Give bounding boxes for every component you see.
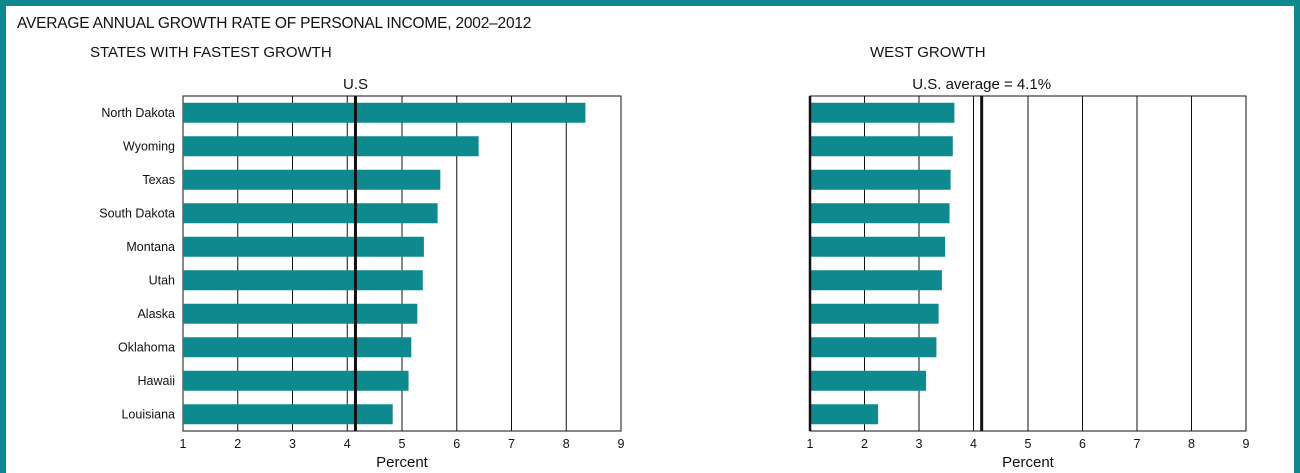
right-x-tick-label: 6 bbox=[1079, 437, 1086, 451]
right-bar-9 bbox=[810, 404, 879, 425]
right-x-tick-label: 1 bbox=[807, 437, 814, 451]
left-chart-subtitle: STATES WITH FASTEST GROWTH bbox=[90, 44, 332, 61]
left-x-tick-label: 2 bbox=[234, 437, 241, 451]
left-x-tick-label: 7 bbox=[508, 437, 515, 451]
left-x-tick-label: 1 bbox=[180, 437, 187, 451]
left-x-tick-label: 9 bbox=[618, 437, 625, 451]
right-x-tick-label: 5 bbox=[1025, 437, 1032, 451]
left-x-tick-label: 6 bbox=[453, 437, 460, 451]
left-bar-1 bbox=[183, 136, 479, 157]
left-bar-9 bbox=[183, 404, 393, 425]
left-x-axis-title: Percent bbox=[376, 454, 429, 471]
left-bar-4 bbox=[183, 236, 424, 257]
right-chart-subtitle: WEST GROWTH bbox=[870, 44, 986, 61]
left-bar-5 bbox=[183, 270, 423, 291]
left-category-label: Oklahoma bbox=[118, 340, 175, 354]
right-bar-6 bbox=[810, 303, 939, 324]
left-bar-3 bbox=[183, 203, 438, 224]
right-us-average-label: U.S. average = 4.1% bbox=[912, 76, 1051, 93]
right-bar-1 bbox=[810, 136, 953, 157]
right-x-tick-label: 9 bbox=[1243, 437, 1250, 451]
left-category-label: North Dakota bbox=[101, 106, 175, 120]
right-x-tick-label: 4 bbox=[970, 437, 977, 451]
left-bar-2 bbox=[183, 169, 441, 190]
left-bar-0 bbox=[183, 102, 586, 123]
right-x-tick-label: 8 bbox=[1188, 437, 1195, 451]
right-bar-7 bbox=[810, 337, 937, 358]
right-bar-4 bbox=[810, 236, 946, 257]
left-x-tick-label: 5 bbox=[399, 437, 406, 451]
left-bar-8 bbox=[183, 370, 409, 391]
left-x-tick-label: 3 bbox=[289, 437, 296, 451]
left-bar-7 bbox=[183, 337, 412, 358]
left-x-tick-label: 4 bbox=[344, 437, 351, 451]
left-plot-frame bbox=[182, 95, 622, 432]
left-category-label: Alaska bbox=[137, 307, 175, 321]
left-category-label: Louisiana bbox=[121, 407, 175, 421]
left-category-label: Texas bbox=[142, 173, 175, 187]
right-bar-0 bbox=[810, 102, 955, 123]
right-bar-2 bbox=[810, 169, 951, 190]
main-title: AVERAGE ANNUAL GROWTH RATE OF PERSONAL I… bbox=[17, 15, 532, 32]
left-category-label: Montana bbox=[126, 240, 175, 254]
right-x-axis-title: Percent bbox=[1002, 454, 1055, 471]
left-bar-6 bbox=[183, 303, 418, 324]
left-x-tick-label: 8 bbox=[563, 437, 570, 451]
right-x-tick-label: 2 bbox=[861, 437, 868, 451]
left-category-label: Wyoming bbox=[123, 139, 175, 153]
right-bar-3 bbox=[810, 203, 950, 224]
left-category-label: Utah bbox=[149, 273, 175, 287]
right-x-tick-label: 7 bbox=[1134, 437, 1141, 451]
left-category-label: Hawaii bbox=[137, 374, 175, 388]
right-bar-8 bbox=[810, 370, 927, 391]
left-category-label: South Dakota bbox=[99, 206, 175, 220]
right-bar-5 bbox=[810, 270, 942, 291]
right-x-tick-label: 3 bbox=[916, 437, 923, 451]
left-us-average-label: U.S bbox=[343, 76, 368, 93]
